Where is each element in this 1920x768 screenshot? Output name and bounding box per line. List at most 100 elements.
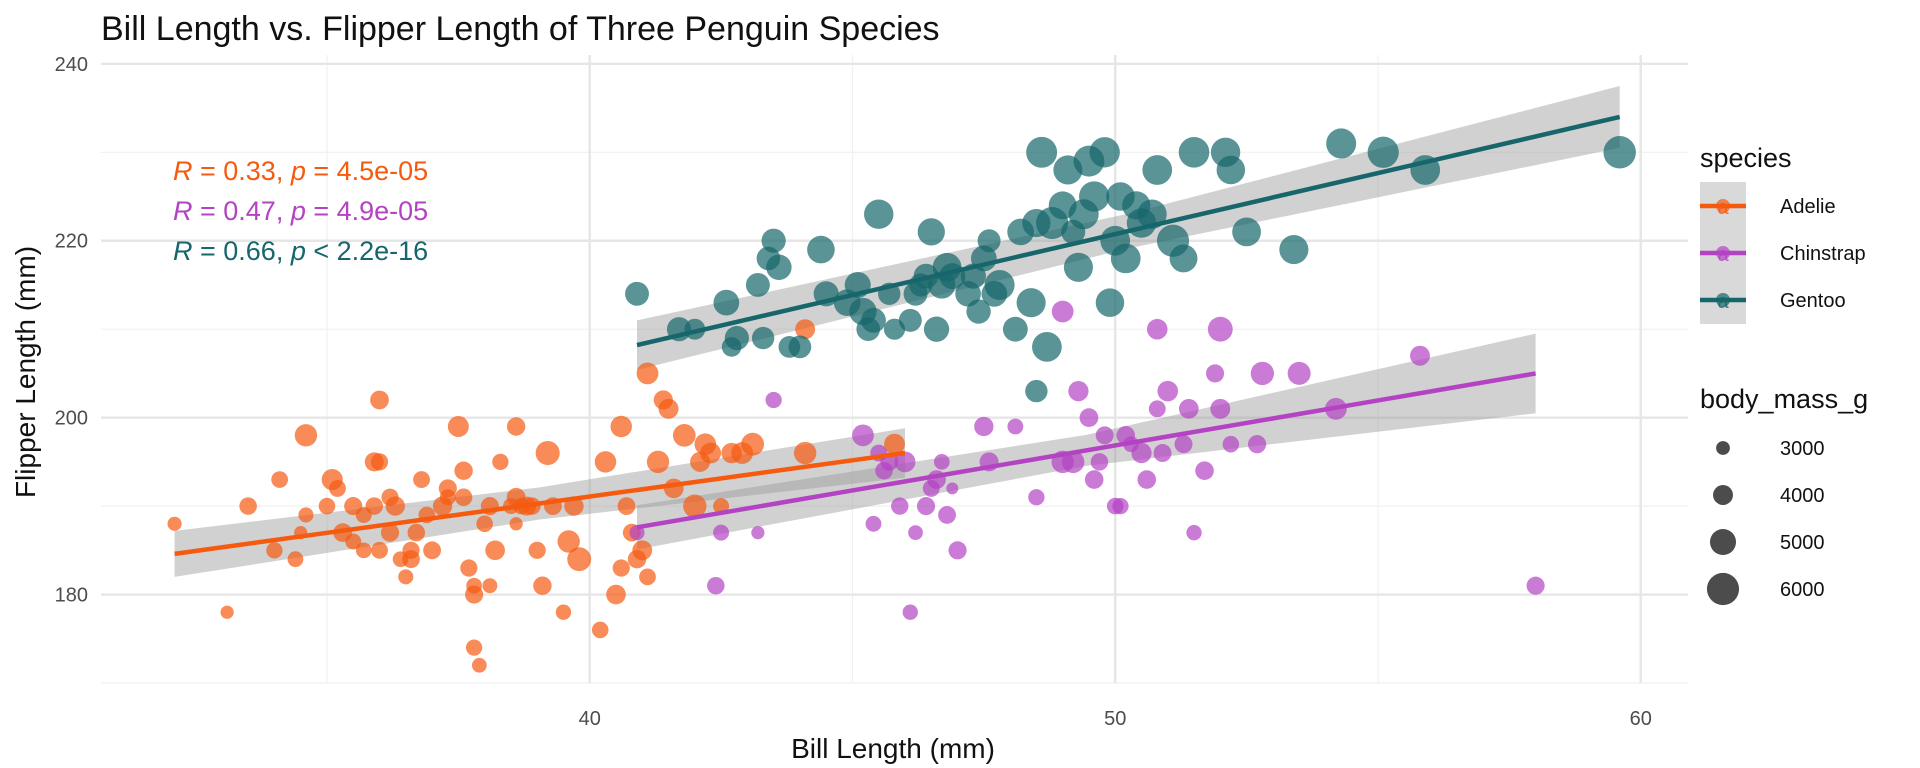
data-point-gentoo — [1216, 155, 1246, 185]
legend-species-title: species — [1700, 143, 1792, 173]
data-point-chinstrap — [922, 479, 940, 497]
data-point-adelie — [380, 523, 400, 542]
data-point-adelie — [617, 497, 636, 516]
data-point-chinstrap — [1195, 461, 1214, 481]
data-point-chinstrap — [1068, 380, 1089, 402]
data-point-adelie — [239, 497, 257, 515]
y-tick-label: 200 — [55, 408, 88, 430]
data-point-adelie — [355, 542, 372, 559]
data-point-adelie — [370, 390, 389, 410]
data-point-adelie — [398, 569, 414, 585]
data-point-chinstrap — [1112, 497, 1129, 515]
data-point-chinstrap — [713, 524, 730, 541]
data-point-chinstrap — [1222, 435, 1240, 453]
data-point-adelie — [567, 547, 592, 572]
data-point-adelie — [884, 433, 905, 455]
data-point-adelie — [646, 450, 670, 474]
trend-line-chinstrap — [636, 371, 1536, 530]
data-point-adelie — [627, 549, 647, 569]
annotation-chinstrap: R = 0.47, p = 4.9e-05 — [173, 196, 428, 226]
x-tick-label: 50 — [1104, 708, 1126, 730]
data-point-adelie — [392, 551, 409, 568]
data-point-adelie — [690, 451, 711, 472]
legend-glyph-chinstrap: a — [1717, 244, 1729, 266]
axis-ticks: 40 50 60 180 200 220 240 — [55, 54, 1652, 730]
data-point-chinstrap — [1250, 361, 1275, 386]
data-point-chinstrap — [1084, 470, 1104, 489]
data-point-chinstrap — [916, 497, 936, 516]
legend-dot-gentoo — [1716, 293, 1730, 307]
data-point-gentoo — [1026, 136, 1058, 168]
data-point-adelie — [220, 605, 234, 619]
data-points — [167, 128, 1636, 673]
data-point-chinstrap — [1051, 300, 1074, 323]
data-point-chinstrap — [1007, 418, 1024, 435]
data-point-gentoo — [1063, 252, 1093, 282]
data-point-gentoo — [1016, 288, 1046, 318]
data-point-chinstrap — [1028, 489, 1045, 506]
data-point-chinstrap — [891, 497, 909, 515]
legend-dot-adelie — [1716, 199, 1730, 213]
data-point-gentoo — [883, 318, 906, 340]
data-point-chinstrap — [974, 416, 994, 437]
data-point-adelie — [591, 621, 609, 639]
data-point-adelie — [535, 440, 560, 466]
data-point-gentoo — [966, 299, 991, 324]
data-point-chinstrap — [1247, 435, 1267, 454]
data-point-adelie — [167, 516, 182, 531]
data-point-chinstrap — [1157, 380, 1179, 402]
data-point-adelie — [683, 494, 707, 518]
data-point-adelie — [557, 530, 580, 553]
data-point-gentoo — [1110, 243, 1141, 274]
data-point-gentoo — [1326, 128, 1357, 159]
data-point-adelie — [439, 489, 456, 506]
y-tick-label: 180 — [55, 585, 88, 607]
data-point-adelie — [793, 441, 817, 465]
legend-size-circle — [1716, 441, 1730, 455]
data-point-gentoo — [1232, 217, 1261, 247]
data-point-adelie — [672, 423, 696, 447]
legend-size-circle — [1709, 528, 1737, 556]
data-point-adelie — [407, 523, 426, 542]
data-point-chinstrap — [1137, 470, 1157, 489]
data-point-adelie — [610, 415, 632, 438]
data-point-chinstrap — [1210, 398, 1231, 419]
legend-glyph-adelie: a — [1717, 197, 1729, 219]
data-point-adelie — [533, 576, 552, 595]
data-point-gentoo — [807, 235, 835, 264]
data-point-gentoo — [856, 317, 881, 342]
data-point-gentoo — [981, 280, 1008, 307]
data-point-gentoo — [1169, 244, 1198, 273]
legend-size-circle — [1713, 485, 1733, 505]
trend-line-adelie — [174, 450, 906, 557]
data-point-adelie — [471, 657, 487, 673]
data-point-chinstrap — [1186, 524, 1202, 541]
data-point-gentoo — [1279, 235, 1309, 265]
data-point-gentoo — [1007, 218, 1034, 246]
legend-label-chinstrap: Chinstrap — [1780, 243, 1866, 265]
data-point-chinstrap — [1178, 398, 1199, 419]
data-point-adelie — [355, 506, 372, 523]
y-tick-label: 240 — [55, 54, 88, 76]
data-point-gentoo — [625, 281, 649, 306]
data-point-gentoo — [1048, 191, 1077, 220]
x-tick-label: 40 — [579, 708, 601, 730]
data-point-gentoo — [1053, 155, 1083, 185]
data-point-gentoo — [977, 229, 1001, 253]
annotation-gentoo: R = 0.66, p < 2.2e-16 — [173, 236, 428, 266]
trend-lines — [174, 114, 1621, 557]
x-tick-label: 60 — [1630, 708, 1652, 730]
legend-size-label: 5000 — [1780, 532, 1825, 554]
data-point-chinstrap — [1205, 364, 1225, 383]
data-point-adelie — [345, 533, 362, 550]
legend-size-label: 6000 — [1780, 579, 1825, 601]
data-point-chinstrap — [1174, 435, 1193, 454]
data-point-chinstrap — [933, 454, 950, 470]
data-point-gentoo — [1122, 191, 1151, 220]
y-axis-title: Flipper Length (mm) — [10, 246, 41, 498]
data-point-adelie — [466, 577, 482, 594]
data-point-adelie — [454, 461, 473, 480]
data-point-adelie — [266, 542, 283, 559]
data-point-chinstrap — [751, 526, 765, 540]
